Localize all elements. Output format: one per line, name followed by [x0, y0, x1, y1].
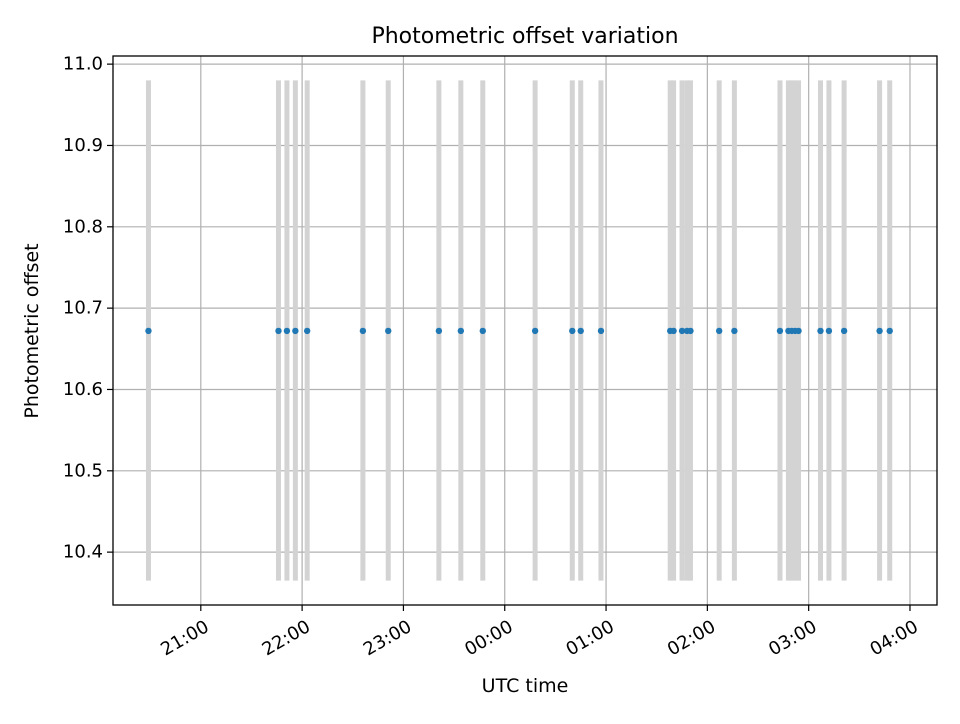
y-tick-label: 10.5	[63, 460, 103, 481]
data-point	[876, 327, 883, 335]
x-axis-title: UTC time	[482, 675, 569, 697]
data-point	[817, 327, 824, 335]
data-point	[283, 327, 291, 335]
data-point	[825, 327, 833, 335]
chart-title: Photometric offset variation	[371, 24, 678, 49]
data-point	[840, 327, 848, 335]
y-tick-label: 10.8	[63, 216, 103, 237]
data-point	[795, 327, 802, 335]
plot-frame	[112, 55, 938, 606]
data-point	[670, 327, 677, 335]
y-axis-title: Photometric offset	[21, 243, 43, 418]
data-point	[886, 327, 893, 335]
data-point	[479, 327, 486, 335]
data-point	[715, 327, 723, 335]
data-point	[597, 327, 605, 335]
data-point	[687, 327, 694, 335]
x-tick-label: 21:00	[157, 616, 212, 660]
data-point	[385, 327, 392, 335]
data-point	[577, 327, 584, 335]
data-point	[531, 327, 539, 335]
y-tick-label: 10.4	[63, 542, 103, 563]
data-point	[292, 327, 299, 335]
x-tick-label: 01:00	[563, 616, 618, 660]
x-tick-label: 00:00	[461, 616, 516, 660]
data-point	[359, 327, 367, 335]
data-point	[303, 327, 311, 335]
y-tick-label: 10.7	[63, 298, 103, 319]
data-point	[145, 327, 152, 335]
y-axis: 10.4 10.5 10.6 10.7 10.8 10.9 11.0	[63, 54, 113, 563]
y-tick-label: 10.6	[63, 379, 103, 400]
data-point	[678, 327, 686, 335]
x-tick-label: 02:00	[664, 616, 719, 660]
x-tick-label: 03:00	[765, 616, 820, 660]
data-point	[569, 327, 576, 335]
data-point	[776, 327, 784, 335]
x-axis: 21:00 22:00 23:00 00:00 01:00 02:00 03:00 04:00	[157, 605, 922, 660]
x-tick-label: 23:00	[360, 616, 415, 660]
y-tick-label: 11.0	[63, 54, 103, 75]
grid-layer	[113, 56, 937, 605]
data-point	[457, 327, 465, 335]
y-tick-label: 10.9	[63, 135, 103, 156]
data-point	[731, 327, 738, 335]
point-layer	[145, 327, 893, 335]
data-point	[435, 327, 443, 335]
data-point	[275, 327, 282, 335]
x-tick-label: 04:00	[866, 616, 921, 660]
x-tick-label: 22:00	[259, 616, 314, 660]
